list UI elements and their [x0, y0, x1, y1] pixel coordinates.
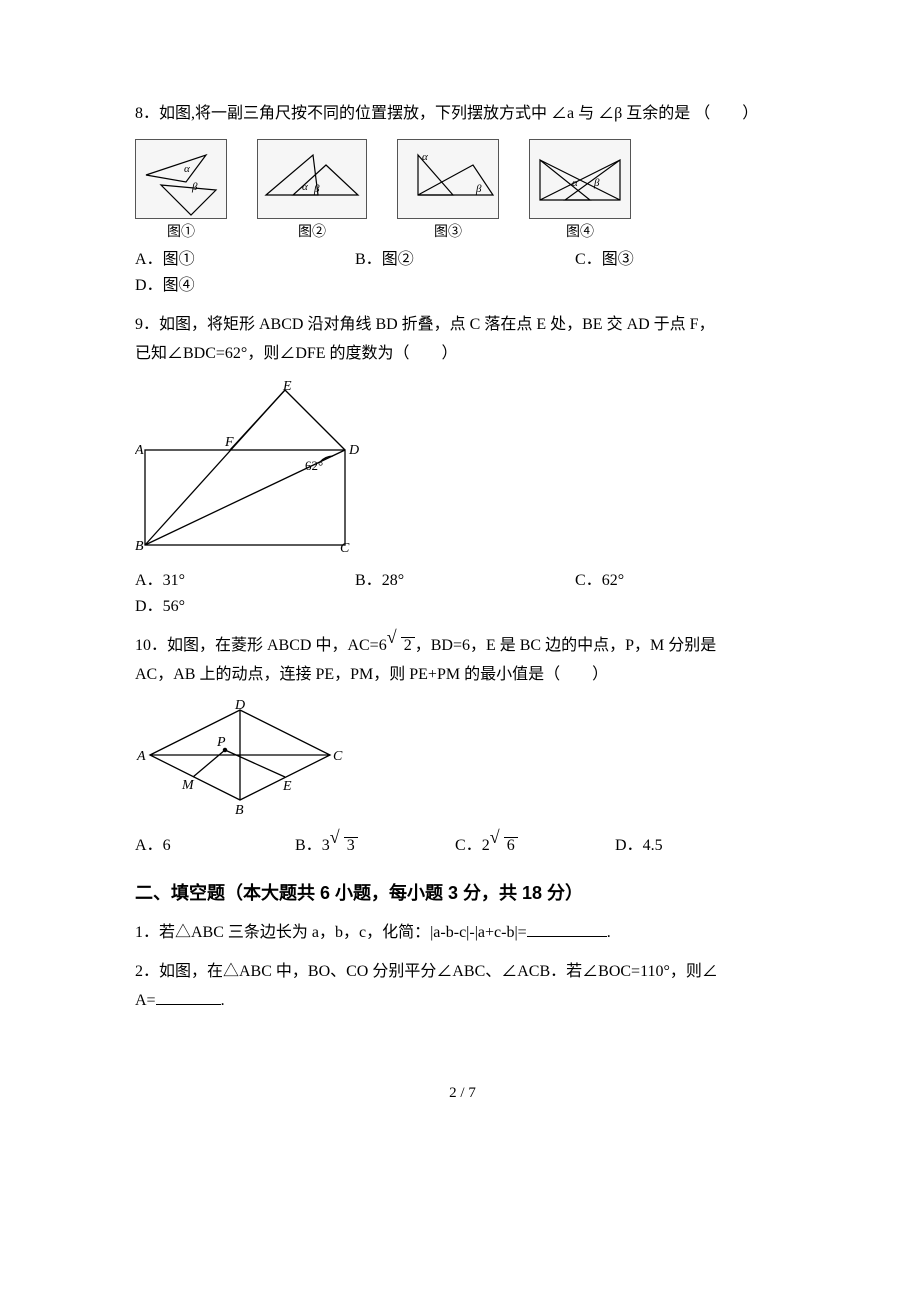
q10-choice-b: B．33 — [295, 831, 455, 855]
q10-label-c: C — [333, 749, 343, 764]
q8-choice-d-val: 图④ — [163, 277, 195, 294]
page-number: 2 / 7 — [135, 1085, 790, 1102]
q8-choice-a-val: 图① — [163, 251, 195, 268]
fq2-post: . — [221, 992, 225, 1009]
sqrt-icon: 3 — [332, 837, 358, 855]
svg-text:β: β — [191, 181, 198, 193]
q9-figure-svg: A B C D E F 62° — [135, 380, 360, 555]
q8-text: 8．如图,将一副三角尺按不同的位置摆放，下列摆放方式中 ∠a 与 ∠β 互余的是… — [135, 100, 790, 127]
q9-label-a: A — [135, 443, 144, 458]
q9-choices: A．31° B．28° C．62° — [135, 566, 790, 590]
q10-choice-c-sqrt: 6 — [504, 837, 518, 854]
fq1-pre: 1．若△ABC 三条边长为 a，b，c，化简：|a-b-c|-|a+c-b|= — [135, 924, 527, 941]
fq2-text2: A=. — [135, 987, 790, 1014]
svg-text:β: β — [475, 183, 482, 195]
q10-choices: A．6 B．33 C．26 D．4.5 — [135, 831, 790, 855]
q10-choice-c-prefix: 2 — [482, 837, 490, 854]
q8-fig4: α β 图④ — [529, 139, 631, 241]
fq1: 1．若△ABC 三条边长为 a，b，c，化简：|a-b-c|-|a+c-b|=. — [135, 919, 790, 946]
svg-text:β: β — [313, 183, 320, 195]
q9-figure: A B C D E F 62° — [135, 380, 790, 560]
q9-choice-d-val: 56° — [163, 598, 185, 615]
q10-label-m: M — [181, 778, 195, 793]
q8-choice-b-val: 图② — [382, 251, 414, 268]
q8-fig4-caption: 图④ — [566, 221, 594, 241]
q9-angle-label: 62° — [305, 458, 323, 473]
q8-fig3-svg: α β — [397, 139, 499, 219]
q9-label-e: E — [282, 380, 292, 394]
q10-choice-b-sqrt: 3 — [344, 837, 358, 854]
svg-text:α: α — [422, 151, 428, 163]
q9-label-b: B — [135, 539, 144, 554]
svg-text:β: β — [593, 177, 600, 189]
q10-label-b: B — [235, 803, 244, 818]
q10-text1a: 10．如图，在菱形 ABCD 中，AC=6 — [135, 637, 387, 654]
q10-figure-svg: A B C D P M E — [135, 700, 345, 820]
section2-title: 二、填空题（本大题共 6 小题，每小题 3 分，共 18 分） — [135, 879, 790, 905]
q8-choice-a: A．图① — [135, 245, 355, 269]
q9-choice-d: D．56° — [135, 592, 790, 616]
q10-label-a: A — [136, 749, 146, 764]
q8-choice-d: D．图④ — [135, 271, 790, 295]
q9-text2: 已知∠BDC=62°，则∠DFE 的度数为（ ） — [135, 340, 790, 367]
q9-label-c: C — [340, 541, 350, 555]
q10-label-p: P — [216, 735, 226, 750]
q10-label-d: D — [234, 700, 245, 713]
q9-choice-c: C．62° — [575, 566, 795, 590]
page-root: 8．如图,将一副三角尺按不同的位置摆放，下列摆放方式中 ∠a 与 ∠β 互余的是… — [0, 0, 920, 1162]
q10-sqrt-ac: 2 — [401, 637, 415, 654]
q9-label-f: F — [224, 435, 234, 450]
q10-choice-c: C．26 — [455, 831, 615, 855]
q10-text2: AC，AB 上的动点，连接 PE，PM，则 PE+PM 的最小值是（ ） — [135, 661, 790, 688]
q8-fig1-svg: α β — [135, 139, 227, 219]
sqrt-icon: 6 — [492, 837, 518, 855]
q8-fig2-svg: α β — [257, 139, 367, 219]
q8-fig3: α β 图③ — [397, 139, 499, 241]
q8-fig2-caption: 图② — [298, 221, 326, 241]
q8-fig3-caption: 图③ — [434, 221, 462, 241]
q8-fig1: α β 图① — [135, 139, 227, 241]
q10-choice-b-prefix: 3 — [322, 837, 330, 854]
q9-choice-b: B．28° — [355, 566, 575, 590]
fq1-blank — [527, 922, 607, 937]
svg-text:α: α — [572, 177, 578, 189]
q9-choice-c-val: 62° — [602, 572, 624, 589]
q10-label-e: E — [282, 779, 292, 794]
q8-choice-b: B．图② — [355, 245, 575, 269]
sqrt-icon: 2 — [389, 632, 415, 659]
q10-choice-a-val: 6 — [163, 837, 171, 854]
q8-fig4-svg: α β — [529, 139, 631, 219]
q9-choice-b-val: 28° — [382, 572, 404, 589]
q10-text1b: ，BD=6，E 是 BC 边的中点，P，M 分别是 — [415, 637, 717, 654]
fq2-blank — [156, 990, 221, 1005]
q9-label-d: D — [348, 443, 359, 458]
q9-choice-a-val: 31° — [163, 572, 185, 589]
q8-choices: A．图① B．图② C．图③ — [135, 245, 790, 269]
fq2-pre: A= — [135, 992, 156, 1009]
fq2-text1: 2．如图，在△ABC 中，BO、CO 分别平分∠ABC、∠ACB．若∠BOC=1… — [135, 958, 790, 985]
q9-choice-a: A．31° — [135, 566, 355, 590]
svg-text:α: α — [302, 181, 308, 193]
q9-text1: 9．如图，将矩形 ABCD 沿对角线 BD 折叠，点 C 落在点 E 处，BE … — [135, 311, 790, 338]
q10-figure: A B C D P M E — [135, 700, 790, 825]
fq1-post: . — [607, 924, 611, 941]
q10-text1: 10．如图，在菱形 ABCD 中，AC=6 2，BD=6，E 是 BC 边的中点，… — [135, 632, 790, 659]
q8-fig1-caption: 图① — [167, 221, 195, 241]
svg-text:α: α — [184, 163, 190, 175]
q8-choice-c-val: 图③ — [602, 251, 634, 268]
q8-fig2: α β 图② — [257, 139, 367, 241]
q8-figures-row: α β 图① α β 图② α — [135, 139, 790, 241]
q8-choice-c: C．图③ — [575, 245, 795, 269]
q10-choice-d-val: 4.5 — [643, 837, 663, 854]
q10-choice-a: A．6 — [135, 831, 295, 855]
q10-choice-d: D．4.5 — [615, 831, 775, 855]
